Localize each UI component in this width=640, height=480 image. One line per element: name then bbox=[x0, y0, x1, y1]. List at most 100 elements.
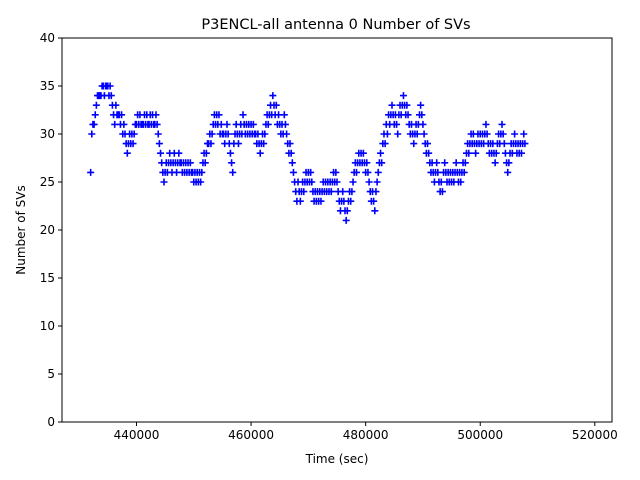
data-point bbox=[517, 149, 525, 157]
y-tick-label: 20 bbox=[40, 223, 55, 237]
data-point bbox=[371, 207, 379, 215]
data-point bbox=[352, 168, 360, 176]
data-point bbox=[249, 120, 257, 128]
data-point bbox=[281, 120, 289, 128]
data-point bbox=[499, 130, 507, 138]
data-point bbox=[118, 111, 126, 119]
data-point bbox=[283, 130, 291, 138]
data-point bbox=[91, 111, 99, 119]
data-point bbox=[90, 120, 98, 128]
data-point bbox=[457, 178, 465, 186]
data-point bbox=[483, 130, 491, 138]
data-point bbox=[107, 92, 115, 100]
data-point bbox=[175, 149, 183, 157]
data-point bbox=[333, 178, 341, 186]
data-point bbox=[388, 101, 396, 109]
data-point bbox=[288, 159, 296, 167]
data-point bbox=[106, 82, 114, 90]
data-point bbox=[433, 159, 441, 167]
data-point bbox=[308, 178, 316, 186]
data-point bbox=[207, 140, 215, 148]
data-point bbox=[229, 168, 237, 176]
data-point bbox=[420, 130, 428, 138]
data-point bbox=[208, 130, 216, 138]
data-point bbox=[374, 168, 382, 176]
data-point bbox=[511, 130, 519, 138]
data-point bbox=[152, 111, 160, 119]
y-tick-label: 25 bbox=[40, 175, 55, 189]
data-point bbox=[228, 159, 236, 167]
data-point bbox=[264, 120, 272, 128]
data-point bbox=[348, 188, 356, 196]
data-point bbox=[381, 140, 389, 148]
data-point bbox=[359, 149, 367, 157]
y-tick-label: 40 bbox=[40, 31, 55, 45]
data-point bbox=[383, 130, 391, 138]
data-point bbox=[157, 149, 165, 157]
data-point bbox=[153, 120, 161, 128]
data-point bbox=[504, 168, 512, 176]
data-point bbox=[88, 130, 96, 138]
data-point bbox=[155, 140, 163, 148]
data-point bbox=[365, 178, 373, 186]
data-point bbox=[500, 140, 508, 148]
y-tick-label: 5 bbox=[47, 367, 55, 381]
data-point bbox=[339, 188, 347, 196]
data-point bbox=[198, 168, 206, 176]
data-point bbox=[260, 140, 268, 148]
data-point bbox=[197, 178, 205, 186]
x-tick-label: 440000 bbox=[114, 428, 160, 442]
data-point bbox=[261, 130, 269, 138]
data-point bbox=[364, 168, 372, 176]
data-point bbox=[307, 168, 315, 176]
data-point bbox=[417, 101, 425, 109]
y-axis: 0 5 10 15 20 25 30 35 40 bbox=[40, 31, 62, 429]
data-point bbox=[393, 120, 401, 128]
data-point bbox=[520, 130, 528, 138]
data-point bbox=[160, 178, 168, 186]
data-point bbox=[280, 111, 288, 119]
data-point bbox=[286, 140, 294, 148]
data-point bbox=[327, 188, 335, 196]
data-point bbox=[377, 149, 385, 157]
y-axis-label: Number of SVs bbox=[14, 185, 28, 274]
x-tick-label: 460000 bbox=[228, 428, 274, 442]
data-point bbox=[425, 149, 433, 157]
data-point bbox=[403, 101, 411, 109]
data-point bbox=[399, 92, 407, 100]
data-point bbox=[112, 101, 120, 109]
data-point bbox=[223, 120, 231, 128]
data-point bbox=[349, 178, 357, 186]
data-point bbox=[226, 149, 234, 157]
data-point bbox=[498, 120, 506, 128]
data-point bbox=[120, 120, 128, 128]
data-point bbox=[289, 168, 297, 176]
x-tick-label: 480000 bbox=[343, 428, 389, 442]
data-point bbox=[332, 168, 340, 176]
data-point bbox=[373, 178, 381, 186]
data-point bbox=[413, 130, 421, 138]
data-point bbox=[460, 168, 468, 176]
data-point bbox=[269, 92, 277, 100]
data-point bbox=[343, 207, 351, 215]
data-point bbox=[441, 159, 449, 167]
data-point bbox=[491, 159, 499, 167]
data-point bbox=[92, 101, 100, 109]
data-point bbox=[363, 159, 371, 167]
data-point bbox=[424, 140, 432, 148]
data-point bbox=[347, 197, 355, 205]
y-tick-label: 10 bbox=[40, 319, 55, 333]
data-point bbox=[317, 197, 325, 205]
data-point bbox=[452, 159, 460, 167]
data-point bbox=[372, 188, 380, 196]
data-point bbox=[130, 130, 138, 138]
data-point bbox=[404, 111, 412, 119]
data-point bbox=[410, 140, 418, 148]
data-point bbox=[129, 140, 137, 148]
data-point bbox=[342, 216, 350, 224]
data-point bbox=[215, 111, 223, 119]
data-point bbox=[300, 188, 308, 196]
data-point bbox=[378, 159, 386, 167]
x-tick-label: 520000 bbox=[572, 428, 618, 442]
